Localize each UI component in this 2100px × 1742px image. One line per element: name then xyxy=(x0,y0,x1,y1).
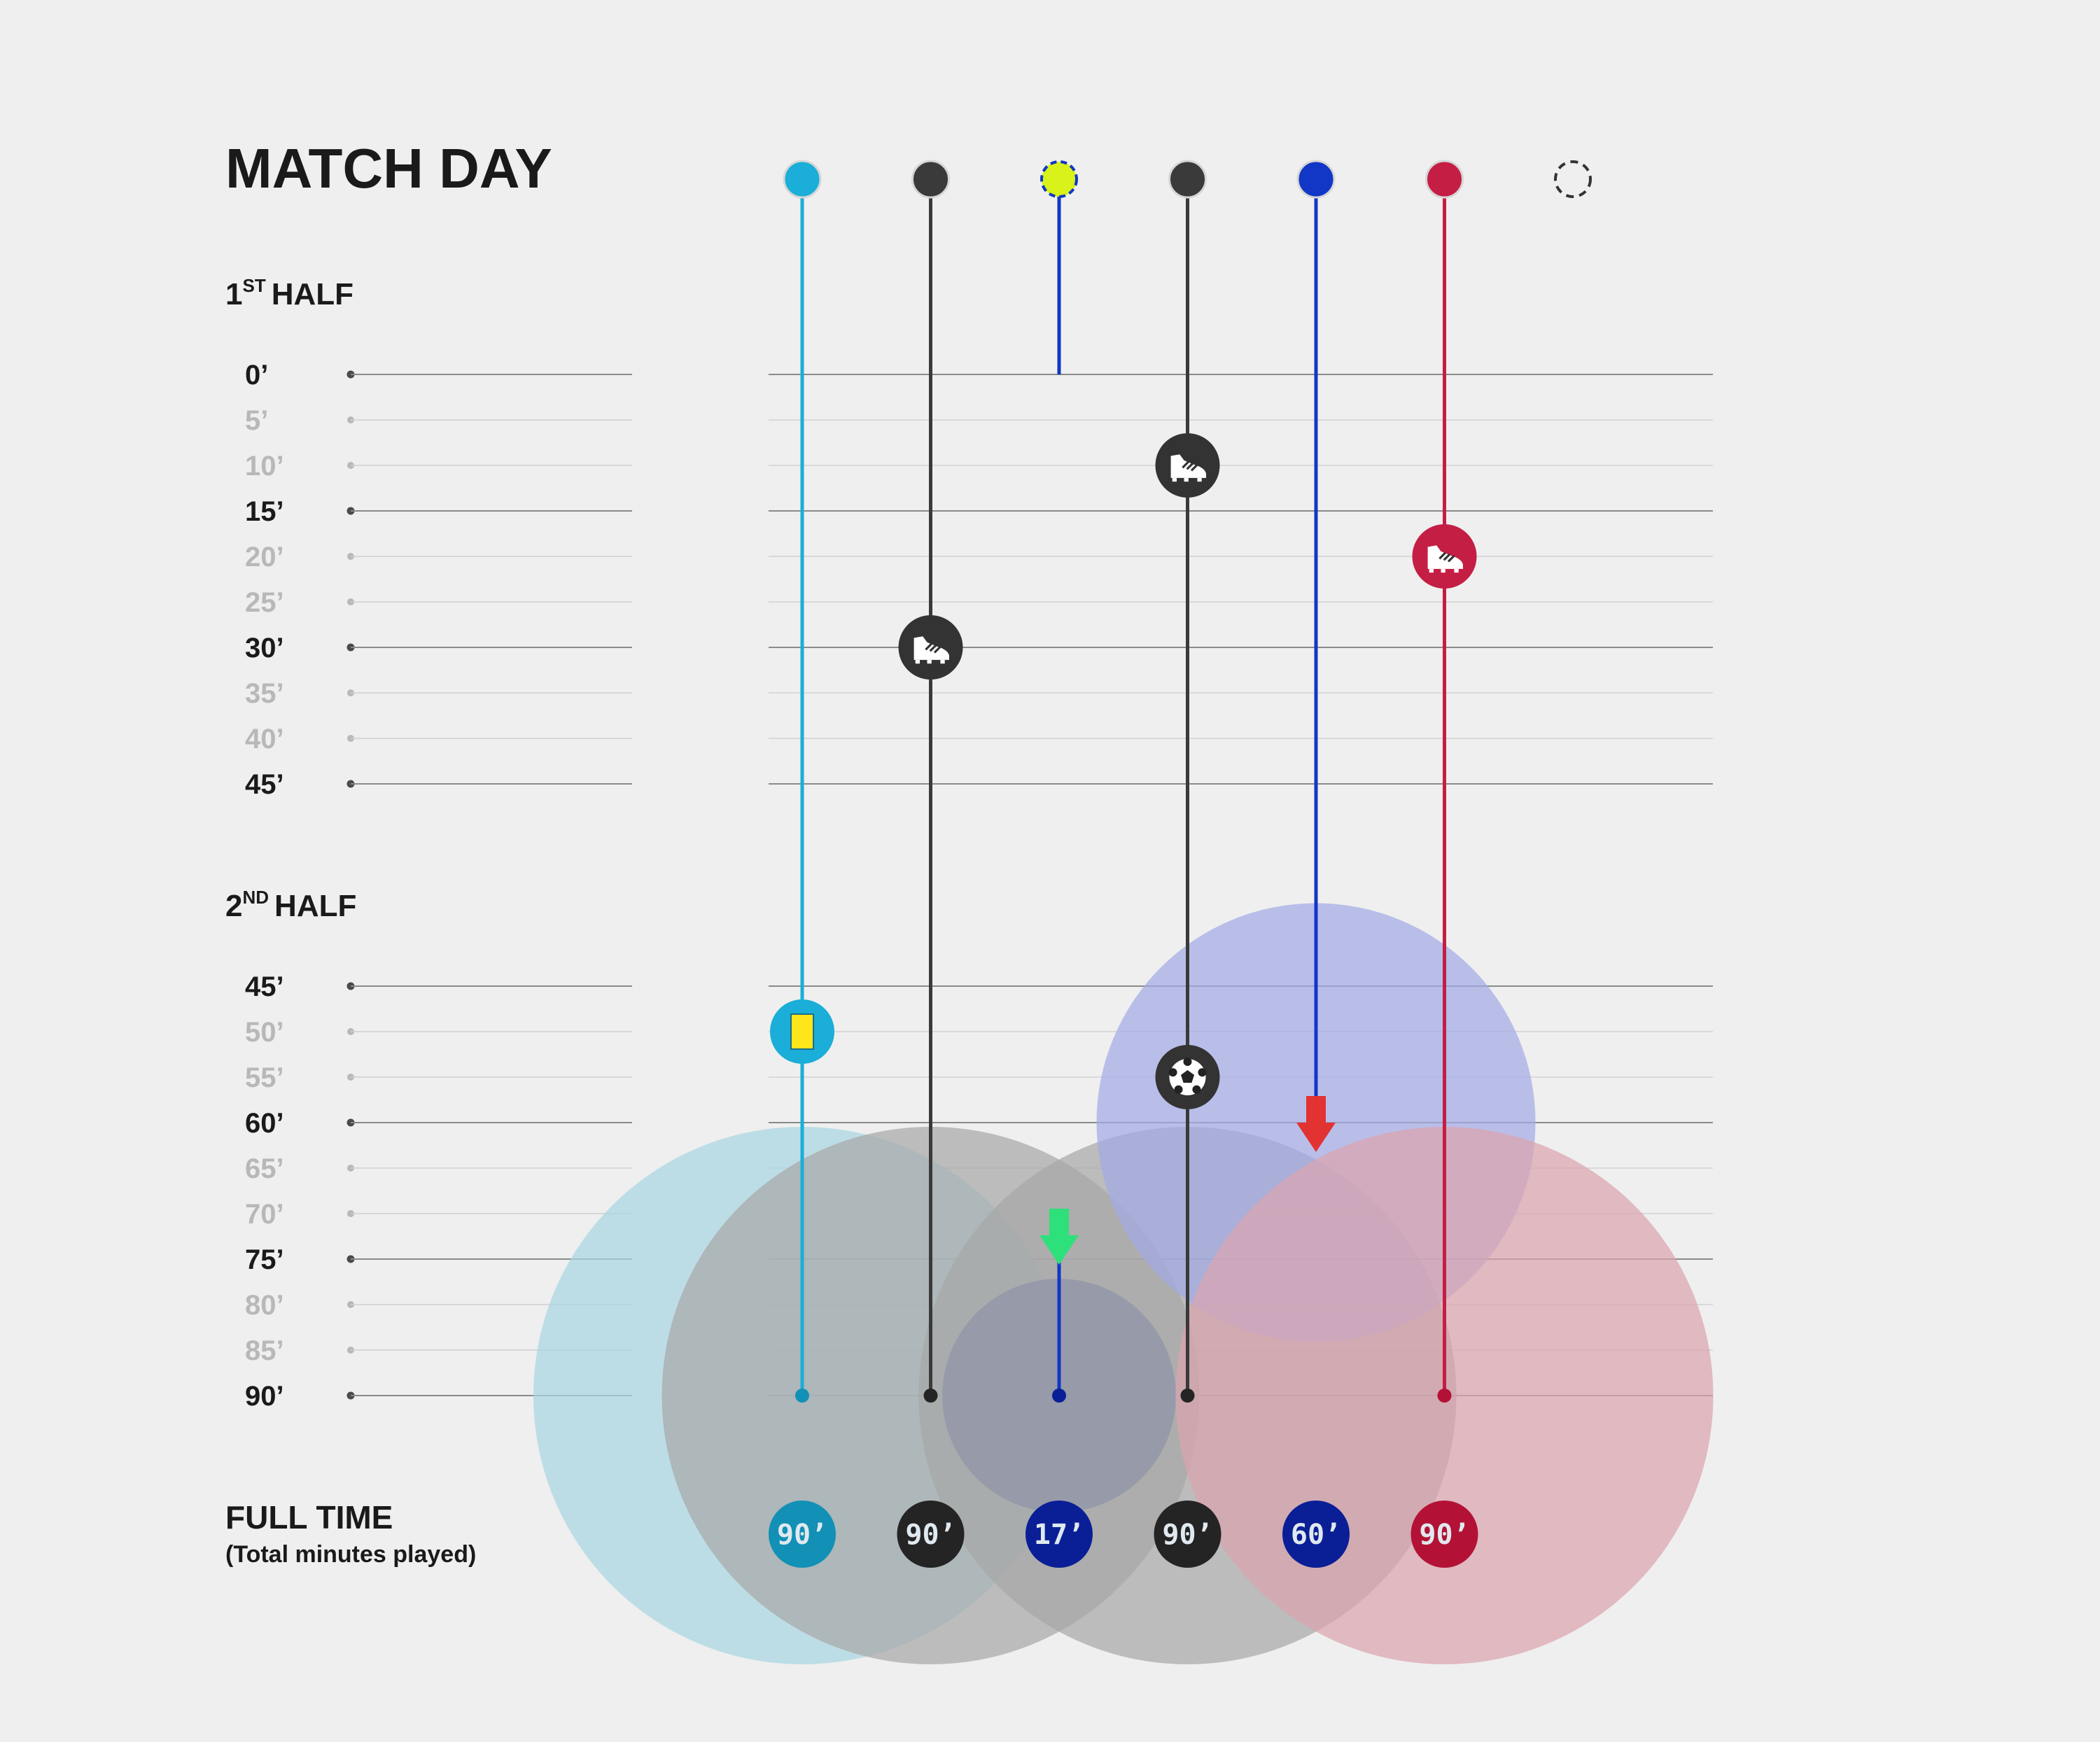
second-half-sup: ND xyxy=(242,887,269,908)
first-half-tick-label: 40’ xyxy=(245,724,284,754)
full-time-sublabel: (Total minutes played) xyxy=(225,1541,476,1568)
boot-glyph xyxy=(913,636,949,664)
first-half-tick-label: 5’ xyxy=(245,405,268,436)
total-minutes-badges: 90’ 90’ 17’ 90’ 60’ 90’ xyxy=(769,1501,1478,1568)
second-half-tick-label: 90’ xyxy=(245,1381,284,1412)
badge-circle xyxy=(1026,1501,1093,1568)
second-half-tick-label: 75’ xyxy=(245,1244,284,1275)
total-minutes-badge-player-1: 90’ xyxy=(769,1501,836,1568)
player-marker xyxy=(1554,160,1592,198)
boot-event-icon xyxy=(1412,524,1477,589)
player-marker xyxy=(1425,160,1464,199)
player-4-timeline xyxy=(1155,160,1220,1403)
boot-event-icon xyxy=(1155,433,1220,498)
player-marker xyxy=(911,160,950,199)
second-half-tick-label: 70’ xyxy=(245,1199,284,1230)
second-half-tick-label: 80’ xyxy=(245,1290,284,1321)
player-7-timeline xyxy=(1554,160,1592,198)
player-marker xyxy=(1168,160,1207,199)
first-half-num: 1 xyxy=(225,277,242,311)
page-title: MATCH DAY xyxy=(225,137,552,199)
player-5-timeline xyxy=(1296,160,1336,1152)
player-6-timeline xyxy=(1412,160,1477,1403)
end-dot xyxy=(923,1389,938,1403)
full-time-heading: FULL TIME xyxy=(225,1499,393,1536)
badge-circle xyxy=(1154,1501,1222,1568)
first-half-tick-label: 10’ xyxy=(245,451,284,482)
badge-circle xyxy=(769,1501,836,1568)
player-1-timeline xyxy=(770,160,834,1403)
badge-minutes-label: 17’ xyxy=(1034,1519,1084,1551)
second-half-heading: 2ND HALF xyxy=(225,887,356,923)
first-half-tick-label: 45’ xyxy=(245,769,284,800)
total-minutes-badge-player-4: 90’ xyxy=(1154,1501,1222,1568)
end-dot xyxy=(1052,1389,1066,1403)
second-half-tick-label: 65’ xyxy=(245,1153,284,1184)
second-half-tick-label: 45’ xyxy=(245,971,284,1002)
end-dot xyxy=(795,1389,809,1403)
second-half-tick-label: 55’ xyxy=(245,1062,284,1093)
first-half-tick-label: 0’ xyxy=(245,360,268,391)
yellow-card-event-icon xyxy=(770,999,834,1064)
badge-circle xyxy=(897,1501,965,1568)
player-marker xyxy=(783,160,822,199)
total-minutes-badge-player-3: 17’ xyxy=(1026,1501,1093,1568)
first-half-tick-label: 20’ xyxy=(245,542,284,573)
player-marker xyxy=(1296,160,1336,199)
first-half-tick-label: 15’ xyxy=(245,496,284,527)
second-half-tick-label: 60’ xyxy=(245,1108,284,1139)
player-timelines xyxy=(770,160,1592,1403)
player-3-timeline xyxy=(1040,160,1079,1403)
player-marker xyxy=(1040,160,1078,198)
badge-circle xyxy=(1282,1501,1350,1568)
badge-minutes-label: 90’ xyxy=(1419,1519,1469,1551)
first-half-tick-label: 25’ xyxy=(245,587,284,618)
badge-minutes-label: 90’ xyxy=(1162,1519,1212,1551)
badge-minutes-label: 90’ xyxy=(777,1519,827,1551)
second-half-num: 2 xyxy=(225,889,242,923)
sub-in-arrow-icon xyxy=(1040,1209,1079,1265)
boot-glyph xyxy=(1427,545,1463,573)
total-minutes-badge-player-6: 90’ xyxy=(1410,1501,1478,1568)
boot-glyph xyxy=(1170,454,1206,482)
badge-minutes-label: 60’ xyxy=(1291,1519,1341,1551)
sub-out-arrow-icon xyxy=(1296,1096,1336,1152)
first-half-label: HALF xyxy=(272,277,354,311)
badge-circle xyxy=(1410,1501,1478,1568)
end-dot xyxy=(1437,1389,1452,1403)
first-half-tick-label: 35’ xyxy=(245,678,284,709)
end-dot xyxy=(1180,1389,1195,1403)
second-half-tick-label: 85’ xyxy=(245,1335,284,1366)
second-half-label: HALF xyxy=(274,889,356,923)
first-half-sup: ST xyxy=(242,275,265,296)
player-2-timeline xyxy=(898,160,963,1403)
first-half-tick-label: 30’ xyxy=(245,633,284,663)
total-minutes-badge-player-5: 60’ xyxy=(1282,1501,1350,1568)
boot-event-icon xyxy=(898,615,963,680)
badge-minutes-label: 90’ xyxy=(905,1519,955,1551)
first-half-heading: 1ST HALF xyxy=(225,275,354,311)
total-minutes-badge-player-2: 90’ xyxy=(897,1501,965,1568)
second-half-tick-label: 50’ xyxy=(245,1017,284,1048)
goal-event-icon xyxy=(1155,1045,1220,1109)
